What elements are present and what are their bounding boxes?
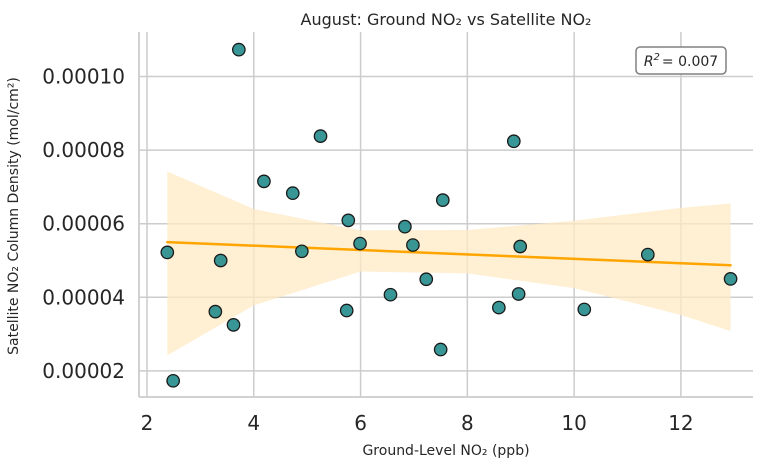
r-squared-annotation: R2 = 0.007 — [635, 46, 727, 75]
data-point — [226, 318, 241, 332]
r-squared-value: = 0.007 — [662, 54, 718, 70]
data-point — [406, 238, 420, 252]
data-point — [511, 287, 526, 301]
data-point — [257, 174, 271, 189]
data-points-layer — [160, 42, 738, 388]
x-tick-label: 8 — [461, 411, 474, 435]
data-point — [353, 236, 367, 251]
data-point — [341, 213, 356, 228]
data-point — [723, 272, 738, 286]
data-point — [577, 302, 592, 317]
y-tick-label: 0.00004 — [42, 285, 125, 309]
regression-line-layer — [166, 240, 732, 267]
r-squared-superscript: 2 — [654, 52, 660, 63]
data-point — [640, 247, 655, 262]
data-point — [208, 304, 223, 319]
data-point — [506, 134, 521, 149]
data-point — [419, 272, 434, 287]
x-tick-label: 10 — [561, 411, 586, 435]
axes-frame — [138, 32, 753, 398]
x-tick-label: 2 — [141, 411, 154, 435]
y-tick-label: 0.00010 — [42, 65, 125, 89]
chart-title: August: Ground NO₂ vs Satellite NO₂ — [301, 10, 592, 29]
data-point — [313, 129, 328, 143]
r-squared-symbol: R — [644, 54, 654, 70]
data-point — [433, 342, 448, 357]
y-tick-label: 0.00002 — [42, 359, 125, 383]
data-point — [435, 193, 450, 208]
confidence-band — [167, 171, 731, 356]
y-tick-label: 0.00008 — [42, 138, 125, 162]
x-tick-label: 4 — [247, 411, 260, 435]
data-point — [231, 42, 246, 57]
tick-labels-layer: 2 4 6 8 10 12 0.00002 0.00004 0.00006 0.00008 0.00… — [42, 65, 693, 435]
x-axis-label: Ground-Level NO₂ (ppb) — [362, 443, 529, 459]
data-point — [294, 244, 309, 259]
data-point — [166, 373, 181, 388]
r-squared-box — [635, 46, 727, 75]
regression-line — [166, 240, 732, 267]
data-point — [339, 303, 354, 318]
r-squared-text: R2 = 0.007 — [644, 52, 718, 70]
data-point — [160, 245, 175, 260]
data-point — [213, 253, 228, 268]
y-axis-label: Satellite NO₂ Column Density (mol/cm²) — [6, 77, 22, 355]
data-point — [398, 219, 412, 234]
y-tick-label: 0.00006 — [42, 212, 125, 236]
data-point — [492, 300, 506, 315]
x-tick-label: 12 — [668, 411, 693, 435]
confidence-band-layer — [167, 171, 731, 356]
data-point — [383, 287, 398, 302]
x-tick-label: 6 — [354, 411, 367, 435]
data-point — [285, 186, 300, 201]
data-point — [513, 239, 528, 254]
